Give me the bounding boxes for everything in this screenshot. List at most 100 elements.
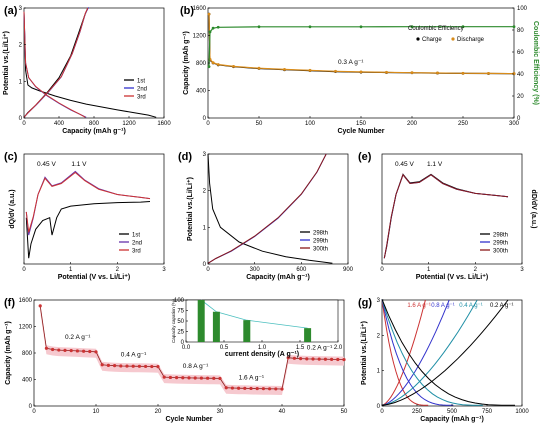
f-point <box>299 356 303 361</box>
a-axes-frame <box>23 7 165 119</box>
b-xtick-label: 0 <box>206 121 210 127</box>
f-point <box>255 386 259 391</box>
c-ylabel: dQ/dV (a.u.) <box>9 189 16 228</box>
b-ytick-label: 1200 <box>193 34 207 40</box>
f-ytick-label: 1200 <box>19 325 33 331</box>
g-xtick-label: 500 <box>447 409 458 415</box>
d-ytick-label: 2 <box>203 189 207 195</box>
f-point <box>150 364 154 369</box>
a-xtick-label: 1200 <box>122 121 136 127</box>
f-band <box>40 302 344 395</box>
d-series-line <box>207 153 333 264</box>
g-discharge-curve <box>381 299 483 406</box>
e-xtick-label: 3 <box>520 267 524 273</box>
f-point <box>175 376 179 380</box>
b-right-ytick-label: 60 <box>517 50 524 56</box>
d-legend-label: 299th <box>313 239 328 245</box>
d-xtick-label: 600 <box>296 267 307 273</box>
f-annotation: 0.2 A g⁻¹ <box>307 344 333 351</box>
inset-ytick-label: 25 <box>177 330 184 336</box>
g-annotation: 1.6 A g⁻¹ <box>407 303 431 309</box>
f-xtick-label: 40 <box>279 409 286 415</box>
f-xtick-label: 0 <box>32 409 36 415</box>
c-xtick-label: 3 <box>162 267 166 273</box>
b-xtick-label: 250 <box>458 121 469 127</box>
inset-bar <box>243 320 251 342</box>
f-ylabel: Capacity (mAh g⁻¹) <box>5 321 12 385</box>
panel-label-d: (d) <box>178 151 192 163</box>
inset-xlabel: current density (A g⁻¹) <box>225 351 299 358</box>
c-series-line <box>25 201 151 259</box>
c-legend-label: 1st <box>132 233 140 239</box>
f-point <box>119 364 123 368</box>
f-point <box>69 349 73 353</box>
g-annotation: 0.4 A g⁻¹ <box>459 303 483 309</box>
f-point <box>144 364 148 369</box>
b-right-ytick-label: 20 <box>517 94 524 100</box>
f-ytick-label: 1600 <box>19 298 33 304</box>
f-point <box>51 347 55 352</box>
b-ylabel: Capacity (mAh g⁻¹) <box>183 31 190 95</box>
a-xtick-label: 0 <box>22 121 26 127</box>
c-xlabel: Potential (V vs. Li/Li⁺) <box>58 274 131 281</box>
f-point <box>330 357 334 361</box>
inset-axes-frame <box>185 299 339 343</box>
e-series-line <box>383 173 509 259</box>
inset-xtick-label: 2.0 <box>334 345 343 351</box>
panel-label-a: (a) <box>4 5 18 17</box>
d-axes-frame <box>207 153 349 265</box>
d-legend-label: 300th <box>313 247 328 253</box>
b-series-line <box>208 14 515 75</box>
g-annotation: 0.2 A g⁻¹ <box>490 303 514 309</box>
f-point <box>199 376 203 380</box>
f-point <box>292 356 296 360</box>
a-ytick-label: 1 <box>19 79 23 85</box>
b-legend-label: Discharge <box>457 37 485 43</box>
f-ytick-label: 800 <box>22 351 33 357</box>
panel-e: 0 1 2 3 Potential (V vs. Li/Li⁺) dD/dV (a.u.)… <box>380 153 537 281</box>
panel-label-e: (e) <box>358 151 372 163</box>
b-ytick-label: 1600 <box>193 6 207 12</box>
inset-xtick-label: 1.0 <box>258 345 267 351</box>
g-xtick-label: 750 <box>482 409 493 415</box>
inset-xtick-label: 0.5 <box>220 345 229 351</box>
d-legend-label: 298th <box>313 231 328 237</box>
f-point <box>187 376 191 380</box>
g-xlabel: Capacity (mAh g⁻¹) <box>420 416 484 423</box>
b-right-ytick-label: 100 <box>517 6 528 12</box>
panel-f-inset: 0.0 0.5 1.0 1.5 2.0 0 25 50 75 100 current density… <box>171 298 343 358</box>
panel-b: 0 50 100 150 200 250 3000400800120016000204060… <box>183 6 539 135</box>
b-annotation-ce: Coulombic Efficiency <box>408 26 464 32</box>
a-series-line <box>23 11 86 118</box>
f-point <box>230 386 234 390</box>
panel-d: 0 300 600 900 0 1 2 3 Capacity (mAh g⁻¹) Potentia… <box>187 152 354 281</box>
inset-xtick-label: 0.0 <box>182 345 191 351</box>
f-point <box>280 387 284 391</box>
a-ylabel: Potential vs.(Li/Li⁺) <box>3 31 10 95</box>
f-point <box>88 349 92 354</box>
d-ytick-label: 0 <box>203 262 207 268</box>
b-right-ytick-label: 0 <box>517 116 521 122</box>
b-right-ytick-label: 80 <box>517 28 524 34</box>
f-point <box>168 375 172 380</box>
d-xtick-label: 0 <box>206 267 210 273</box>
f-point <box>57 348 61 352</box>
d-ylabel: Potential vs.(Li/Li⁺) <box>187 177 194 241</box>
a-series-line <box>23 11 157 118</box>
f-annotation: 0.4 A g⁻¹ <box>121 351 147 358</box>
d-series-line <box>207 153 327 264</box>
c-legend-label: 3rd <box>132 249 141 255</box>
a-ytick-label: 3 <box>19 6 23 12</box>
c-xtick-label: 0 <box>22 267 26 273</box>
f-point <box>75 349 79 353</box>
a-xtick-label: 400 <box>54 121 65 127</box>
panel-a: 0 400 800 1200 1600 0 1 2 3 Capacity (mAh g⁻¹) Pot… <box>3 6 171 135</box>
f-point <box>193 376 197 380</box>
f-point <box>131 364 135 368</box>
inset-bar <box>197 300 205 342</box>
e-legend-label: 300th <box>493 249 508 255</box>
f-point <box>342 357 346 362</box>
panel-label-g: (g) <box>358 297 372 309</box>
b-ytick-label: 0 <box>203 116 207 122</box>
f-point <box>274 387 278 391</box>
